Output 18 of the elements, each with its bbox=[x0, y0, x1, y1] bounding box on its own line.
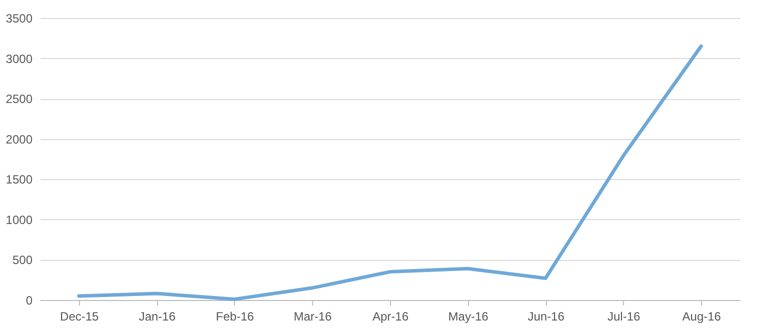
x-tick-label: Feb-16 bbox=[216, 310, 254, 324]
x-tick-label: Apr-16 bbox=[372, 310, 409, 324]
y-tick-label: 3500 bbox=[6, 12, 33, 26]
y-tick-label: 2500 bbox=[6, 92, 33, 106]
y-tick-label: 1500 bbox=[6, 172, 33, 187]
line-series bbox=[77, 44, 703, 301]
y-tick-label: 3000 bbox=[6, 52, 33, 66]
x-tick-label: Mar-16 bbox=[294, 310, 332, 324]
x-tick-label: Aug-16 bbox=[682, 310, 722, 324]
y-tick-label: 2000 bbox=[6, 132, 33, 146]
x-tick-label: Jul-16 bbox=[607, 310, 640, 324]
x-tick-label: May-16 bbox=[448, 310, 489, 324]
y-tick-label: 0 bbox=[26, 294, 33, 308]
x-tick-label: Jan-16 bbox=[138, 310, 176, 324]
x-tick-label: Dec-15 bbox=[60, 310, 100, 324]
y-tick-label: 1000 bbox=[6, 212, 33, 227]
y-tick-label: 500 bbox=[12, 253, 33, 268]
x-tick-label: Jun-16 bbox=[528, 310, 565, 324]
